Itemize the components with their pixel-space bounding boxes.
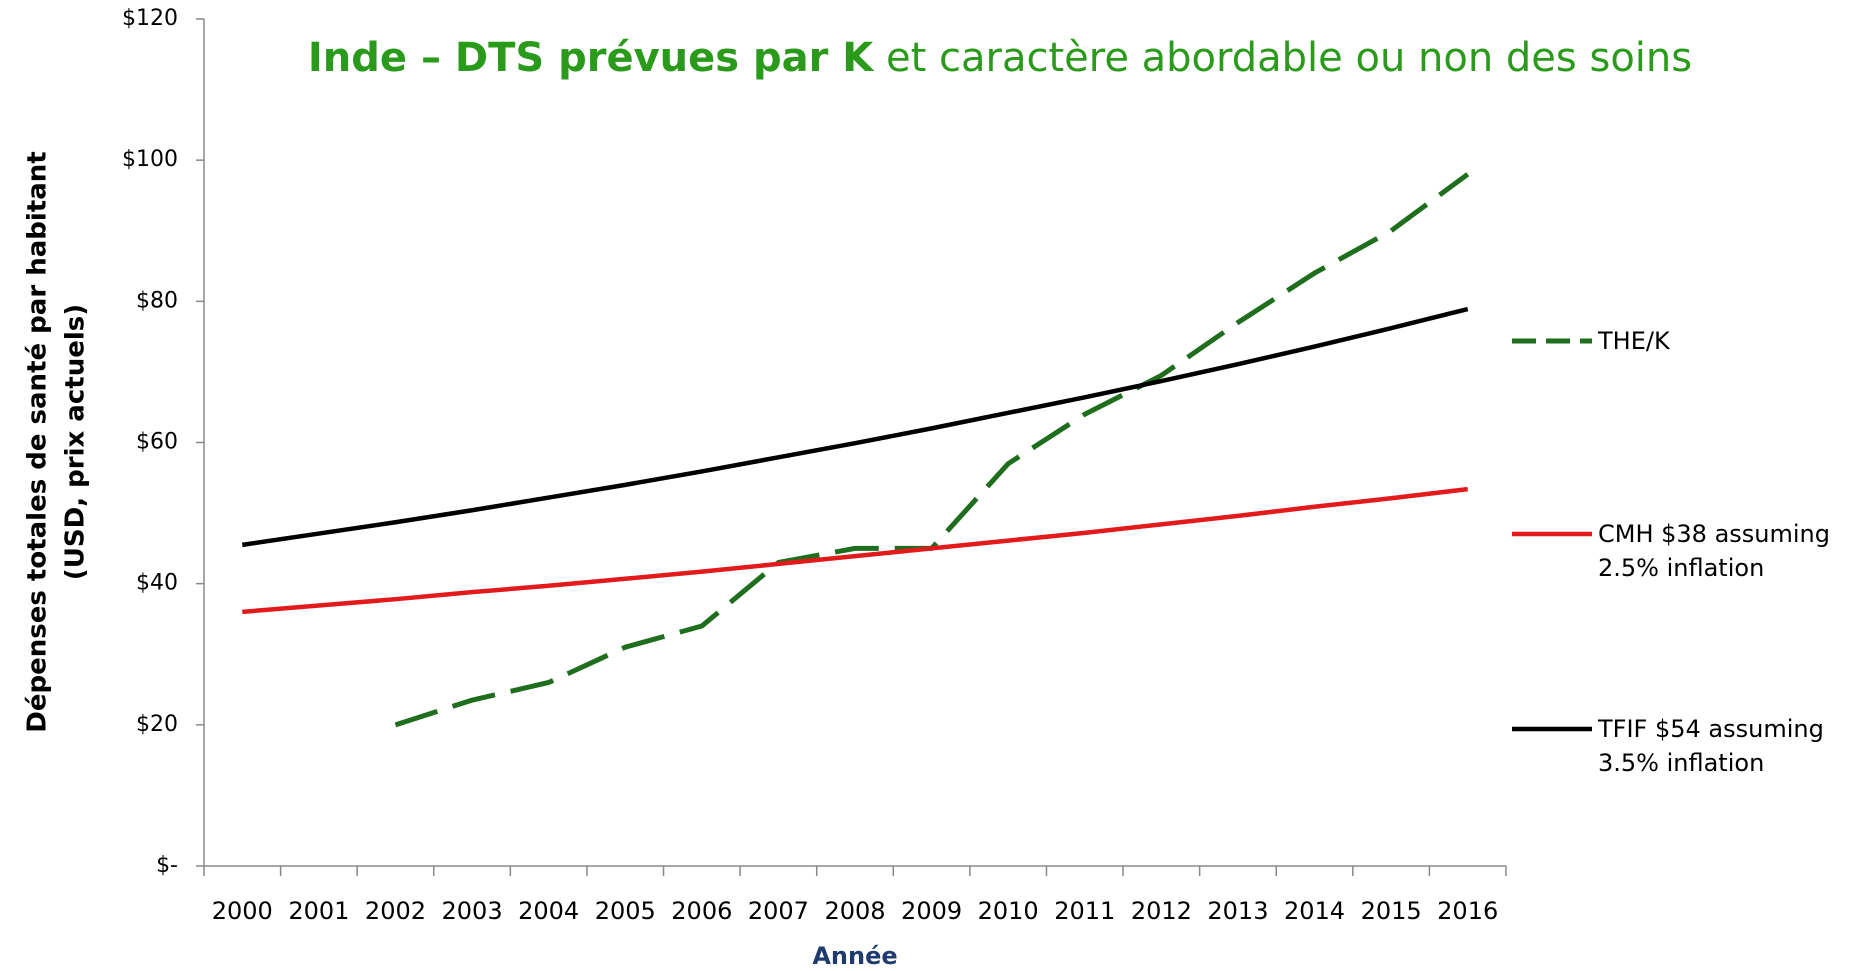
y-tick-label: $40 bbox=[136, 571, 178, 596]
x-tick-label: 2003 bbox=[442, 897, 503, 925]
x-tick-label: 2000 bbox=[212, 897, 273, 925]
y-axis-label: (USD, prix actuels) bbox=[61, 304, 91, 580]
x-tick-label: 2012 bbox=[1131, 897, 1192, 925]
y-tick-label: $120 bbox=[122, 6, 178, 31]
x-tick-label: 2013 bbox=[1207, 897, 1268, 925]
legend-label: CMH $38 assuming 2.5% inflation bbox=[1598, 520, 1830, 582]
chart-subtitle: et caractère abordable ou non des soins bbox=[873, 35, 1692, 81]
x-tick-label: 2011 bbox=[1054, 897, 1115, 925]
y-tick-label: $100 bbox=[122, 147, 178, 172]
y-axis-label: Dépenses totales de santé par habitant bbox=[23, 151, 53, 732]
series-line bbox=[241, 306, 1469, 548]
y-tick-label: $- bbox=[156, 853, 178, 878]
x-tick-label: 2004 bbox=[518, 897, 579, 925]
x-tick-label: 2009 bbox=[901, 897, 962, 925]
x-tick-label: 2001 bbox=[288, 897, 349, 925]
y-tick-label: $80 bbox=[136, 288, 178, 313]
y-tick-label: $60 bbox=[136, 430, 178, 455]
x-tick-label: 2006 bbox=[671, 897, 732, 925]
chart-title: Inde – DTS prévues par K bbox=[308, 35, 875, 81]
x-tick-label: 2002 bbox=[365, 897, 426, 925]
series-line bbox=[242, 486, 1468, 615]
x-tick-label: 2016 bbox=[1437, 897, 1498, 925]
chart-title-group: Inde – DTS prévues par K et caractère ab… bbox=[308, 35, 1692, 81]
series-line bbox=[394, 172, 1470, 728]
legend-label: THE/K bbox=[1598, 327, 1670, 355]
y-tick-label: $20 bbox=[136, 712, 178, 737]
x-tick-label: 2015 bbox=[1361, 897, 1422, 925]
x-tick-label: 2007 bbox=[748, 897, 809, 925]
x-tick-label: 2014 bbox=[1284, 897, 1345, 925]
legend-label: TFIF $54 assuming 3.5% inflation bbox=[1598, 715, 1824, 777]
x-axis-label: Année bbox=[812, 942, 897, 970]
x-tick-label: 2010 bbox=[978, 897, 1039, 925]
x-tick-label: 2008 bbox=[824, 897, 885, 925]
x-tick-label: 2005 bbox=[595, 897, 656, 925]
